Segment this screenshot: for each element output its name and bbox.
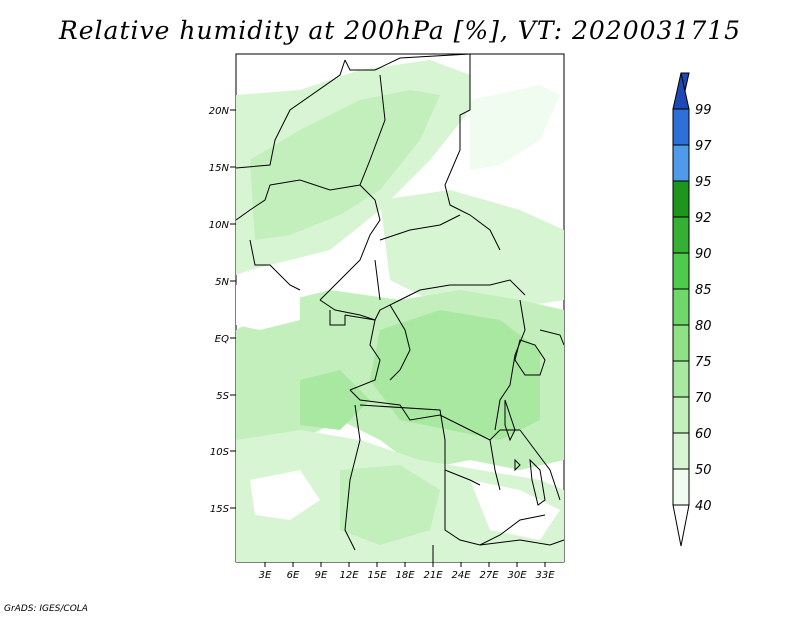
lon-label: 27E <box>479 570 499 581</box>
colorbar-segment <box>672 108 690 146</box>
lat-label: 5N <box>215 277 229 288</box>
lon-label: 9E <box>315 570 328 581</box>
lat-label: 10S <box>210 447 230 458</box>
lon-label: 15E <box>367 570 387 581</box>
lat-label: 10N <box>209 220 230 231</box>
lon-label: 3E <box>259 570 272 581</box>
colorbar-label: 95 <box>695 175 712 190</box>
lon-label: 12E <box>339 570 359 581</box>
credit-label: GrADS: IGES/COLA <box>4 604 88 614</box>
lat-label: 5S <box>216 391 229 402</box>
colorbar-label: 50 <box>695 463 712 478</box>
colorbar-segment <box>672 180 690 218</box>
colorbar-label: 92 <box>695 211 712 226</box>
humidity-shading <box>236 60 564 562</box>
lon-label: 6E <box>287 570 300 581</box>
lat-label: 15S <box>210 504 230 515</box>
map-plot: 20N 15N 10N 5N EQ 5S 10S 15S 3E 6E 9E 12… <box>209 53 565 581</box>
colorbar-label: 80 <box>695 319 712 334</box>
lat-labels: 20N 15N 10N 5N EQ 5S 10S 15S <box>209 106 230 515</box>
colorbar-labels: 99 97 95 92 90 85 80 75 70 60 50 40 <box>695 103 712 514</box>
colorbar-bottom-arrow <box>672 504 690 547</box>
colorbar-label: 40 <box>695 499 712 514</box>
lon-label: 30E <box>507 570 527 581</box>
lat-label: EQ <box>215 334 229 345</box>
colorbar-label: 75 <box>695 355 712 370</box>
colorbar-segment <box>672 360 690 398</box>
lat-label: 20N <box>209 106 230 117</box>
map-title: Relative humidity at 200hPa [%], VT: 202… <box>58 16 742 45</box>
lon-labels: 3E 6E 9E 12E 15E 18E 21E 24E 27E 30E 33E <box>259 570 556 581</box>
lat-label: 15N <box>209 163 230 174</box>
lon-label: 18E <box>395 570 415 581</box>
colorbar-segment <box>672 288 690 326</box>
colorbar-label: 60 <box>695 427 712 442</box>
lakes <box>504 339 546 506</box>
colorbar-segment <box>672 324 690 362</box>
colorbar: 99 97 95 92 90 85 80 75 70 60 50 40 <box>672 72 712 547</box>
lon-label: 33E <box>535 570 555 581</box>
colorbar-label: 99 <box>695 103 712 118</box>
country-borders <box>235 53 565 562</box>
lat-ticks <box>230 109 236 509</box>
lon-label: 24E <box>451 570 471 581</box>
colorbar-segment <box>672 216 690 254</box>
colorbar-segment <box>672 252 690 290</box>
lon-ticks <box>264 562 546 567</box>
colorbar-label: 70 <box>695 391 712 406</box>
colorbar-label: 90 <box>695 247 712 262</box>
lon-label: 21E <box>423 570 443 581</box>
colorbar-label: 85 <box>695 283 712 298</box>
colorbar-segment <box>672 432 690 470</box>
colorbar-segment <box>672 468 690 506</box>
colorbar-segment <box>672 396 690 434</box>
colorbar-segment <box>672 144 690 182</box>
colorbar-label: 97 <box>695 139 712 154</box>
